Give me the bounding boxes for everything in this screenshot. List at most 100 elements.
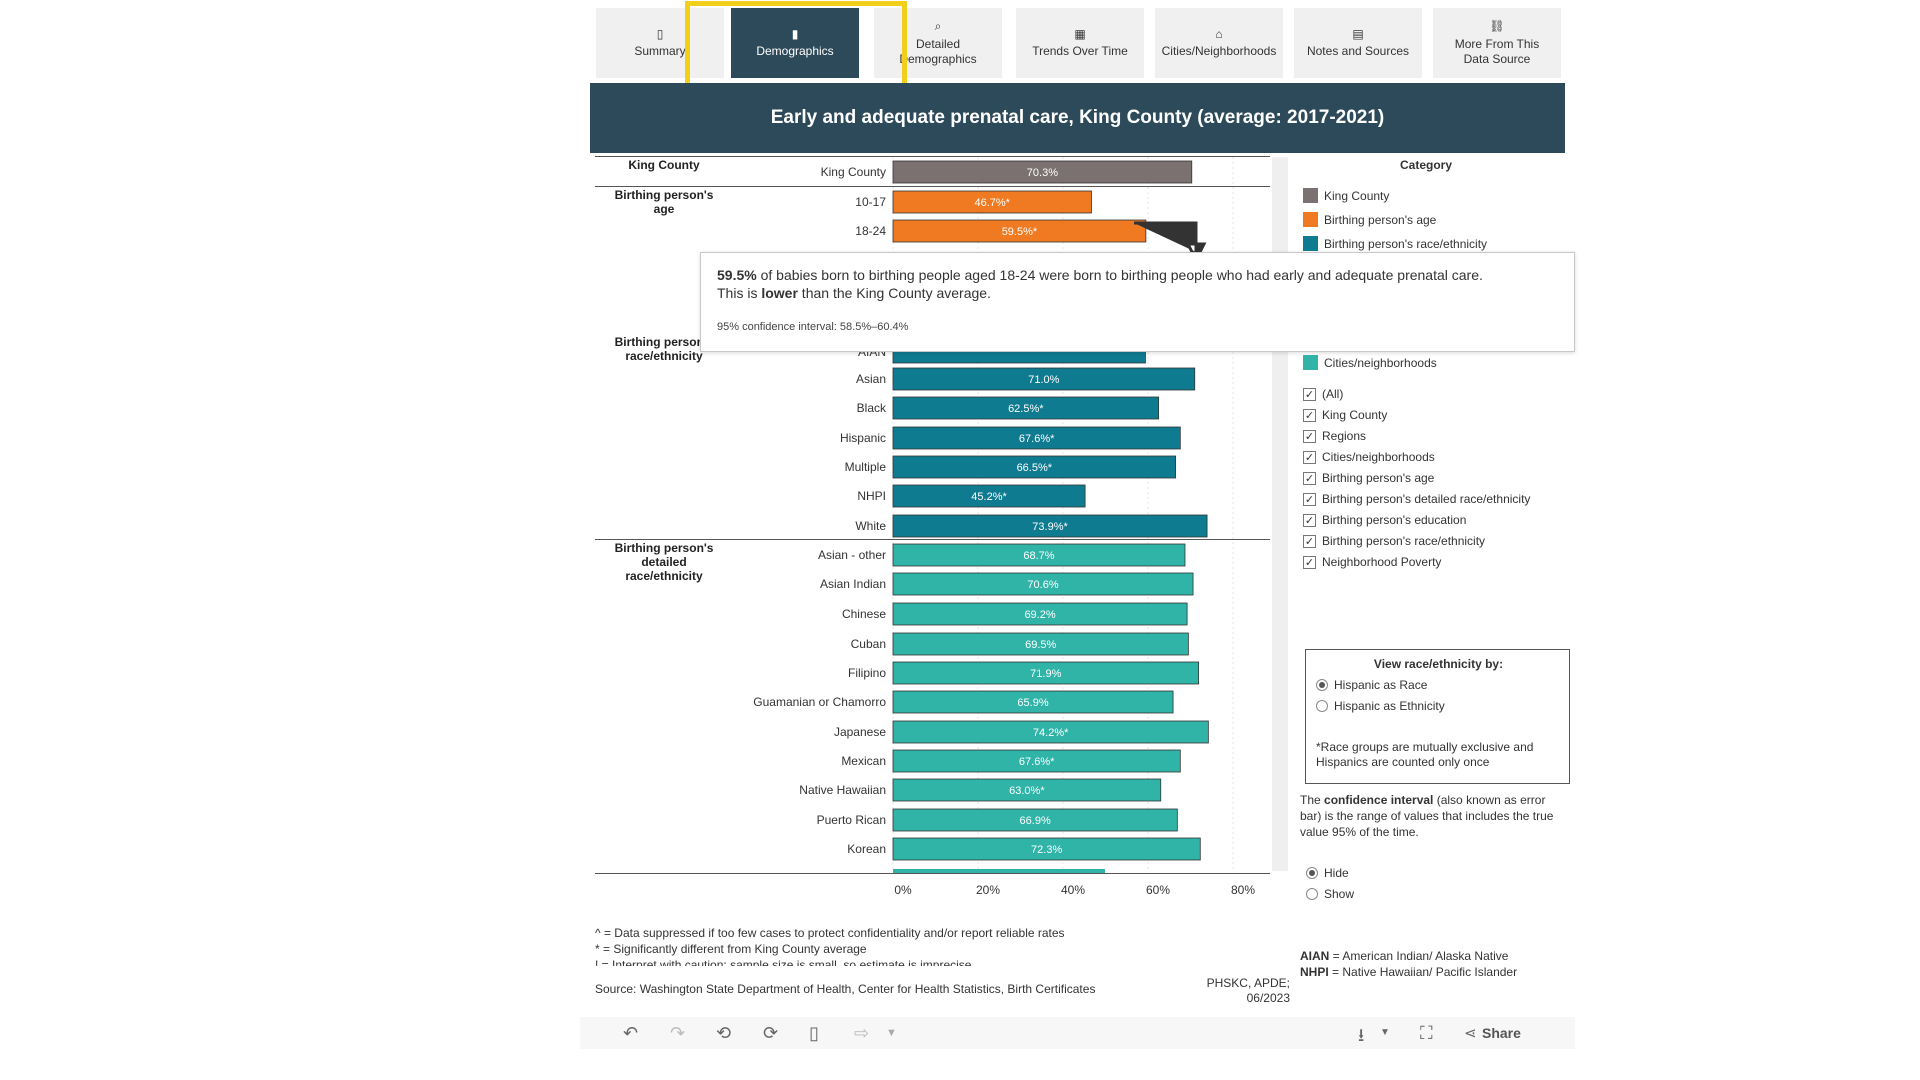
group-label-age: Birthing person's age <box>614 188 714 216</box>
fullscreen-icon[interactable]: ⛶ <box>1420 1023 1433 1043</box>
doc-icon: ▯ <box>656 26 664 41</box>
undo-icon[interactable]: ↶ <box>623 1023 639 1043</box>
bar[interactable] <box>892 602 1188 626</box>
category-label: Asian - other <box>817 548 886 562</box>
chart-title: Early and adequate prenatal care, King C… <box>590 83 1565 153</box>
filter-label: Birthing person's education <box>1322 513 1467 527</box>
redo-icon[interactable]: ↷ <box>670 1023 686 1043</box>
radio-selected-icon <box>1316 679 1328 691</box>
tab-trends-over-time[interactable]: ▦ Trends Over Time <box>1016 8 1144 78</box>
filter-label: (All) <box>1322 387 1344 401</box>
filter-item[interactable]: ✓ Birthing person's race/ethnicity <box>1303 534 1485 548</box>
forward-icon[interactable]: ⇨ <box>854 1023 870 1043</box>
bar[interactable] <box>892 190 1092 214</box>
calendar-icon: ▦ <box>1074 26 1086 41</box>
filter-item[interactable]: ✓ Birthing person's detailed race/ethnici… <box>1303 492 1530 506</box>
data-label: 71.0% <box>1028 374 1059 386</box>
bar[interactable] <box>892 749 1181 773</box>
bar[interactable] <box>893 869 1105 873</box>
data-label: 66.5%* <box>1017 462 1053 474</box>
bar[interactable] <box>892 543 1186 567</box>
tab-more-from-this-data-source[interactable]: ⛓ More From This Data Source <box>1433 8 1561 78</box>
tab-notes-and-sources[interactable]: ▤ Notes and Sources <box>1294 8 1422 78</box>
checkbox-checked-icon[interactable]: ✓ <box>1303 387 1316 401</box>
bar[interactable] <box>892 484 1086 508</box>
download-icon[interactable]: ⭳ <box>1358 1025 1365 1045</box>
footnote-significant: * = Significantly different from King Co… <box>595 942 867 956</box>
checkbox-checked-icon[interactable]: ✓ <box>1303 555 1316 569</box>
filter-item[interactable]: ✓ King County <box>1303 408 1387 422</box>
checkbox-checked-icon[interactable]: ✓ <box>1303 492 1316 506</box>
tab-summary[interactable]: ▯ Summary <box>596 8 724 78</box>
data-label: 67.6%* <box>1019 756 1055 768</box>
bar[interactable] <box>892 661 1199 685</box>
link-icon: ⛓ <box>1489 19 1505 33</box>
radio-hispanic-as-ethnicity[interactable]: Hispanic as Ethnicity <box>1316 699 1445 713</box>
bar[interactable] <box>892 837 1201 861</box>
data-label: 45.2%* <box>971 491 1007 503</box>
bar[interactable] <box>892 690 1174 714</box>
data-label: 71.9% <box>1030 668 1061 680</box>
filter-item[interactable]: ✓ Cities/neighborhoods <box>1303 450 1435 464</box>
checkbox-checked-icon[interactable]: ✓ <box>1303 408 1316 422</box>
filter-label: Neighborhood Poverty <box>1322 555 1442 569</box>
legend-title: Category <box>1400 158 1453 172</box>
share-icon[interactable]: ⋖ <box>1464 1025 1477 1042</box>
radio-hide-ci[interactable]: Hide <box>1306 866 1349 880</box>
checkbox-checked-icon[interactable]: ✓ <box>1303 429 1316 443</box>
filter-item[interactable]: ✓ Birthing person's education <box>1303 513 1466 527</box>
bar[interactable] <box>892 778 1162 802</box>
legend-item[interactable]: Birthing person's race/ethnicity <box>1303 236 1487 251</box>
tab-label: More From This Data Source <box>1454 36 1540 66</box>
divider <box>595 873 1270 874</box>
bar[interactable] <box>892 720 1209 744</box>
radio-hispanic-as-race[interactable]: Hispanic as Race <box>1316 678 1427 692</box>
bar[interactable] <box>892 514 1208 538</box>
bar[interactable] <box>892 455 1177 479</box>
legend-item[interactable]: Cities/neighborhoods <box>1303 355 1437 370</box>
data-label: 73.9%* <box>1032 521 1068 533</box>
pause-icon[interactable]: ▯ <box>809 1023 819 1043</box>
legend-item[interactable]: King County <box>1303 188 1389 203</box>
bar[interactable] <box>892 572 1194 596</box>
category-label: King County <box>820 165 886 179</box>
x-tick-label: 60% <box>1146 883 1170 897</box>
bar[interactable] <box>892 396 1160 420</box>
bar[interactable] <box>892 632 1189 656</box>
bar[interactable] <box>892 426 1181 450</box>
checkbox-checked-icon[interactable]: ✓ <box>1303 471 1316 485</box>
filter-item[interactable]: ✓ Regions <box>1303 429 1366 443</box>
category-label: White <box>855 519 886 533</box>
checkbox-checked-icon[interactable]: ✓ <box>1303 450 1316 464</box>
abbreviation-nhpi: NHPI = Native Hawaiian/ Pacific Islander <box>1300 965 1518 979</box>
bar[interactable] <box>892 808 1178 832</box>
legend-label: Birthing person's age <box>1324 212 1437 227</box>
category-label: Filipino <box>847 666 886 680</box>
chevron-down-icon[interactable]: ▼ <box>1380 1027 1390 1038</box>
bar[interactable] <box>892 219 1147 243</box>
tab-demographics[interactable]: ▮ Demographics <box>731 8 859 78</box>
footnote-caution: ! = Interpret with caution; sample size … <box>595 958 972 966</box>
filter-label: King County <box>1322 408 1388 422</box>
share-button[interactable]: Share <box>1482 1025 1521 1041</box>
tab-cities-neighborhoods[interactable]: ⌂ Cities/Neighborhoods <box>1155 8 1283 78</box>
tab-label: Demographics <box>756 44 834 58</box>
race-view-note: *Race groups are mutually exclusive and … <box>1316 740 1534 769</box>
filter-item[interactable]: ✓ Neighborhood Poverty <box>1303 555 1441 569</box>
group-label-race: Birthing person's race/ethnicity <box>614 335 714 363</box>
source-note: Source: Washington State Department of H… <box>595 982 1096 996</box>
legend-item[interactable]: Birthing person's age <box>1303 212 1436 227</box>
bar[interactable] <box>892 160 1193 184</box>
radio-show-ci[interactable]: Show <box>1306 887 1354 901</box>
checkbox-checked-icon[interactable]: ✓ <box>1303 513 1316 527</box>
filter-label: Birthing person's age <box>1322 471 1435 485</box>
filter-item[interactable]: ✓ (All) <box>1303 387 1343 401</box>
refresh-icon[interactable]: ⟳ <box>763 1023 779 1043</box>
checkbox-checked-icon[interactable]: ✓ <box>1303 534 1316 548</box>
tab-detailed-demographics[interactable]: ⌕ Detailed Demographics <box>874 8 1002 78</box>
chevron-down-icon[interactable]: ▼ <box>886 1027 897 1039</box>
category-label: NHPI <box>857 489 886 503</box>
revert-icon[interactable]: ⟲ <box>716 1023 732 1043</box>
bar[interactable] <box>892 367 1196 391</box>
filter-item[interactable]: ✓ Birthing person's age <box>1303 471 1434 485</box>
